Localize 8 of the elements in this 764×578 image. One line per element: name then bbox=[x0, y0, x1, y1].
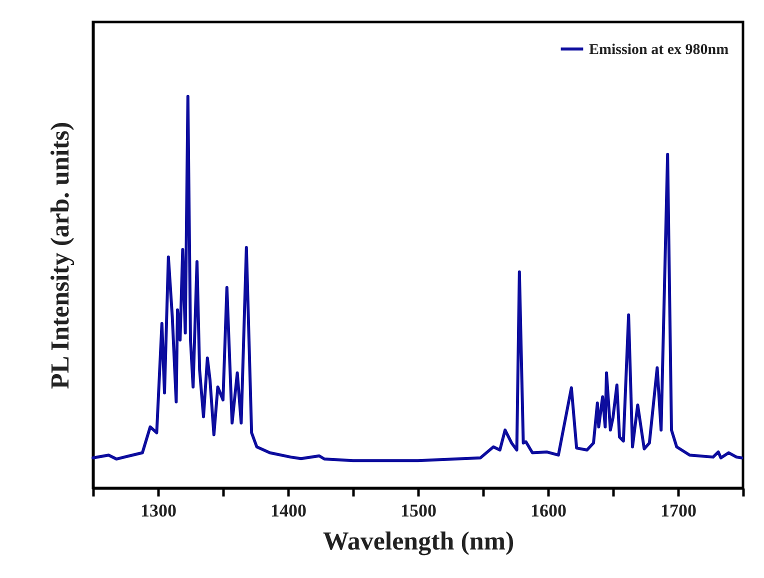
x-tick-label: 1600 bbox=[530, 500, 566, 520]
legend-label: Emission at ex 980nm bbox=[589, 42, 730, 58]
x-tick-label: 1700 bbox=[660, 500, 696, 520]
x-tick-label: 1400 bbox=[270, 500, 306, 520]
y-axis-title: PL Intensity (arb. units) bbox=[46, 122, 74, 390]
x-tick-label: 1500 bbox=[400, 500, 436, 520]
x-tick-label: 1300 bbox=[140, 500, 176, 520]
x-axis-title: Wavelength (nm) bbox=[322, 526, 514, 556]
